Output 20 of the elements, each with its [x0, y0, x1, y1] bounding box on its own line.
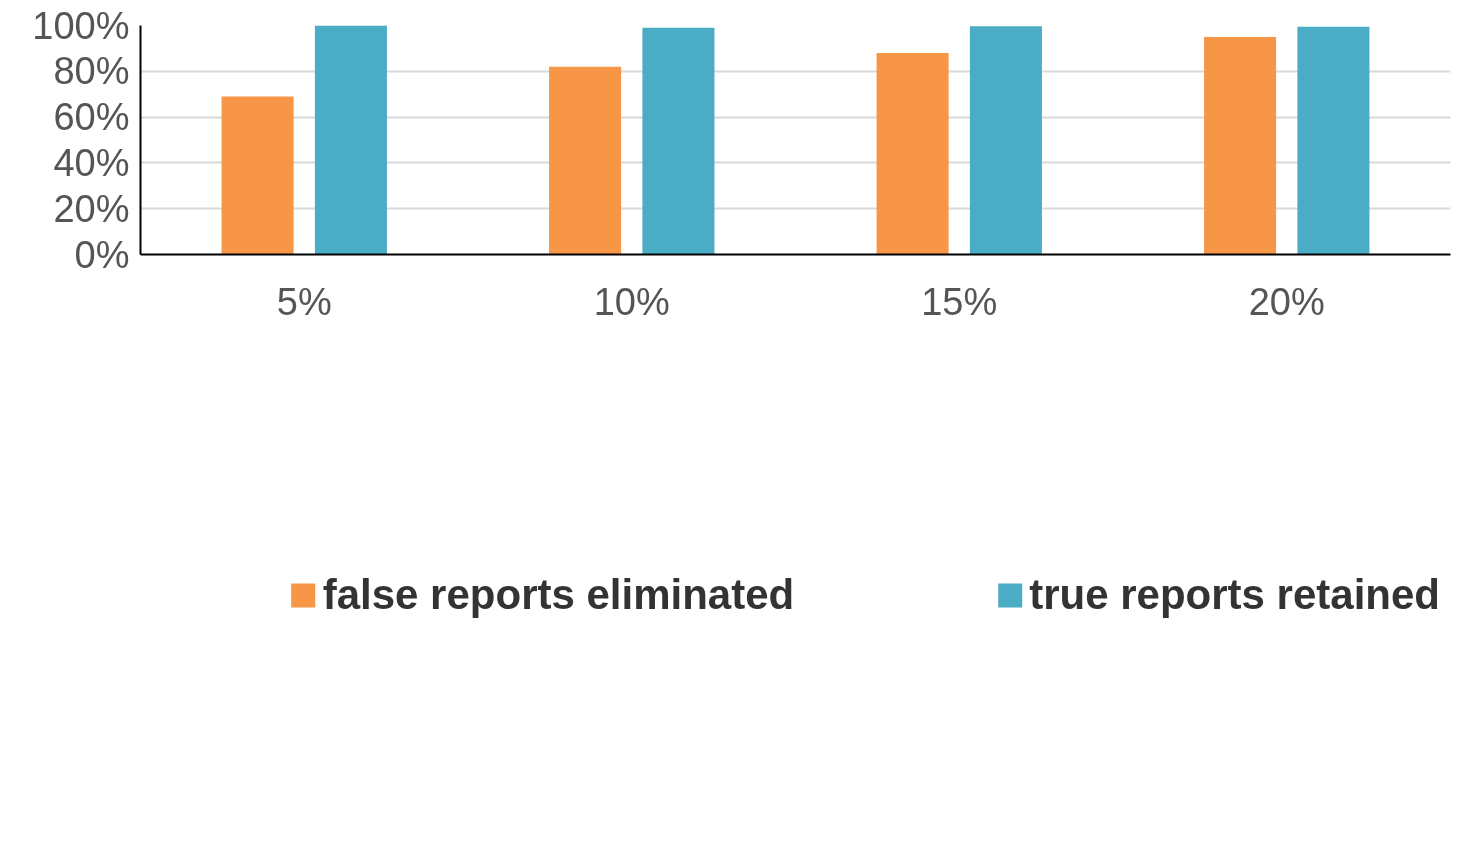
- y-tick-label: 20%: [53, 187, 130, 230]
- bar: [969, 26, 1042, 255]
- bar: [549, 66, 622, 255]
- legend-label: false reports eliminated: [322, 571, 795, 619]
- bar: [221, 96, 294, 255]
- legend-label: true reports retained: [1029, 571, 1440, 619]
- bar: [642, 27, 715, 255]
- bar: [1297, 26, 1370, 255]
- x-tick-label: 10%: [593, 280, 670, 323]
- x-tick-label: 5%: [276, 280, 332, 323]
- bar: [876, 52, 949, 255]
- y-tick-label: 80%: [53, 50, 130, 93]
- y-tick-label: 60%: [53, 96, 130, 139]
- x-tick-label: 20%: [1248, 280, 1325, 323]
- bar: [314, 25, 387, 255]
- y-tick-label: 100%: [32, 4, 130, 47]
- y-tick-label: 0%: [74, 233, 130, 276]
- y-tick-label: 40%: [53, 141, 130, 184]
- bar: [1204, 36, 1277, 255]
- x-tick-label: 15%: [921, 280, 998, 323]
